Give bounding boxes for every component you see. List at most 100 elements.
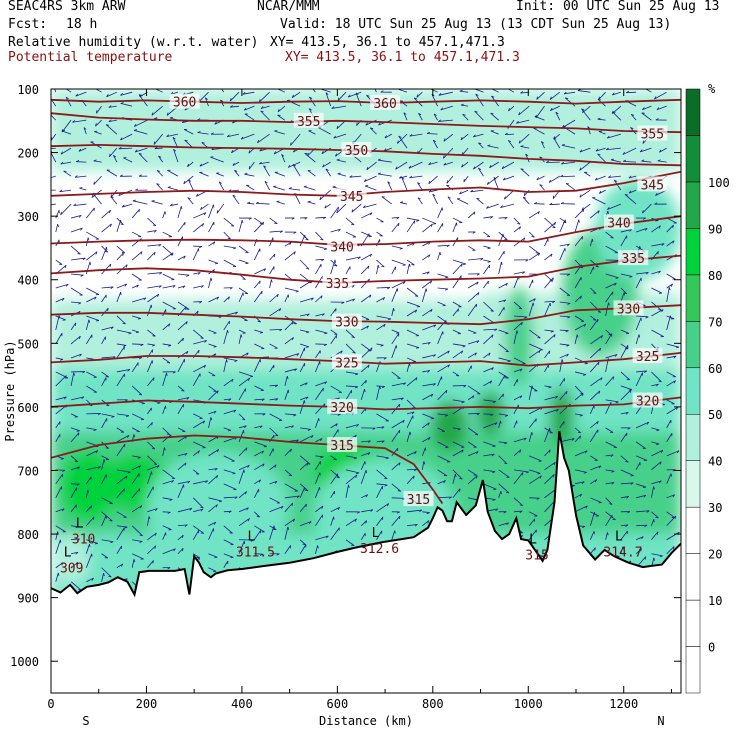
wind-vector: [321, 89, 331, 93]
wind-arrowhead: [334, 264, 338, 267]
wind-vector: [116, 511, 127, 518]
wind-vector: [238, 540, 245, 554]
wind-arrowhead: [81, 396, 85, 400]
wind-vector: [330, 490, 335, 499]
colorbar-box: [685, 228, 701, 276]
wind-vector: [452, 329, 461, 334]
wind-vector: [147, 545, 157, 555]
wind-arrowhead: [409, 431, 412, 435]
wind-vector: [628, 175, 637, 179]
wind-arrowhead: [120, 223, 124, 226]
wind-vector: [467, 395, 475, 401]
wind-arrowhead: [560, 201, 564, 205]
wind-vector: [132, 200, 148, 205]
wind-arrowhead: [173, 148, 176, 152]
wind-vector: [498, 413, 508, 416]
wind-vector: [116, 291, 122, 303]
wind-vector: [590, 497, 602, 503]
wind-vector: [192, 248, 199, 261]
wind-arrowhead: [487, 261, 491, 263]
wind-vector: [574, 505, 588, 513]
wind-arrowhead: [607, 210, 609, 214]
wind-arrowhead: [658, 480, 662, 484]
wind-arrowhead: [151, 447, 156, 450]
wind-arrowhead: [446, 244, 450, 248]
wind-arrowhead: [154, 545, 157, 549]
wind-arrowhead: [109, 263, 112, 268]
wind-vector: [315, 245, 328, 250]
wind-vector: [238, 518, 250, 527]
wind-arrowhead: [73, 203, 77, 206]
wind-arrowhead: [675, 406, 679, 410]
wind-vector: [177, 337, 184, 345]
wind-vector: [254, 385, 264, 391]
wind-arrowhead: [501, 166, 504, 169]
wind-arrowhead: [106, 94, 109, 98]
wind-arrowhead: [556, 409, 559, 412]
wind-vector: [620, 432, 628, 443]
wind-arrowhead: [258, 99, 261, 103]
wind-arrowhead: [213, 410, 217, 414]
wind-arrowhead: [95, 251, 98, 255]
wind-arrowhead: [377, 265, 380, 269]
wind-arrowhead: [414, 524, 418, 527]
wind-arrowhead: [336, 209, 339, 214]
wind-vector: [192, 329, 204, 339]
wind-vector: [192, 223, 204, 233]
wind-vector: [666, 546, 675, 555]
wind-vector: [437, 427, 445, 432]
wind-vector: [666, 419, 672, 429]
wind-vector: [284, 545, 291, 554]
wind-arrowhead: [150, 304, 153, 308]
wind-vector: [498, 420, 501, 428]
wind-vector: [123, 157, 133, 163]
wind-vector: [366, 161, 377, 171]
wind-arrowhead: [291, 425, 294, 429]
wind-arrowhead: [475, 475, 478, 479]
wind-vector: [131, 251, 143, 261]
wind-vector: [238, 377, 250, 387]
wind-vector: [489, 161, 499, 169]
wind-arrowhead: [408, 165, 412, 169]
wind-arrowhead: [319, 196, 322, 200]
wind-vector: [651, 486, 654, 498]
wind-vector: [498, 251, 505, 261]
wind-vector: [330, 455, 337, 461]
wind-vector: [666, 380, 676, 387]
wind-vector: [483, 216, 493, 219]
wind-vector: [330, 516, 334, 526]
wind-arrowhead: [152, 224, 157, 227]
wind-vector: [55, 315, 66, 321]
wind-arrowhead: [91, 577, 94, 581]
wind-vector: [238, 507, 249, 513]
wind-vector: [605, 511, 616, 521]
theta-label: 320: [330, 401, 353, 416]
wind-vector: [284, 376, 288, 387]
wind-vector: [116, 475, 128, 485]
wind-arrowhead: [245, 447, 248, 451]
wind-arrowhead: [335, 423, 338, 427]
wind-vector: [101, 326, 114, 331]
wind-vector: [437, 301, 446, 306]
wind-arrowhead: [413, 468, 417, 472]
wind-arrowhead: [164, 447, 166, 451]
wind-vector: [422, 217, 437, 225]
wind-vector: [437, 244, 450, 247]
wind-arrowhead: [661, 243, 665, 246]
wind-arrowhead: [355, 373, 359, 376]
wind-vector: [605, 482, 615, 485]
wind-vector: [238, 220, 243, 233]
wind-arrowhead: [200, 206, 203, 210]
wind-arrowhead: [500, 491, 502, 495]
wind-arrowhead: [138, 465, 141, 469]
wind-vector: [437, 441, 449, 448]
wind-vector: [333, 133, 347, 139]
wind-vector: [86, 516, 95, 527]
wind-arrowhead: [354, 386, 359, 389]
wind-arrowhead: [157, 293, 160, 298]
wind-arrowhead: [581, 481, 585, 485]
wind-vector: [55, 259, 63, 265]
wind-vector: [274, 130, 285, 135]
wind-vectors: [51, 89, 680, 592]
